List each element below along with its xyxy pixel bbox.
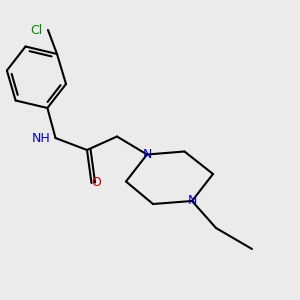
Text: Cl: Cl	[30, 23, 43, 37]
Text: N: N	[187, 194, 197, 208]
Text: O: O	[91, 176, 101, 190]
Text: N: N	[142, 148, 152, 161]
Text: NH: NH	[32, 131, 51, 145]
